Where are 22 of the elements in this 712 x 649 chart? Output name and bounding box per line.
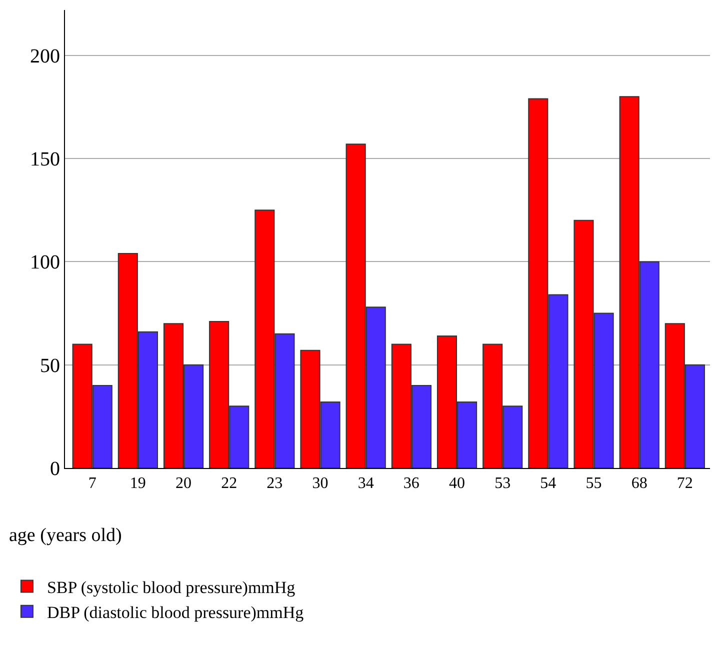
legend-label: DBP (diastolic blood pressure)mmHg [46,603,304,622]
x-tick-label: 54 [540,475,556,492]
x-tick-label: 30 [312,475,328,492]
x-tick-label: 68 [631,475,648,492]
y-tick-label: 0 [50,458,60,480]
y-tick-label: 200 [30,45,60,68]
x-tick-label: 40 [449,475,466,492]
y-tick-label: 50 [40,354,60,377]
x-tick-label: 22 [221,475,238,492]
x-tick-label: 34 [358,475,374,492]
x-tick-label: 72 [676,475,693,492]
y-tick-label: 150 [30,148,60,171]
x-tick-label: 19 [130,475,146,492]
x-tick-label: 53 [494,475,511,492]
x-tick-label: 36 [403,475,420,492]
y-tick-label: 100 [30,252,60,274]
x-tick-label: 55 [586,475,602,492]
x-axis-title: age (years old) [9,525,122,546]
x-tick-label: 20 [176,475,192,492]
x-tick-label: 7 [88,475,96,492]
x-tick-label: 23 [266,475,283,492]
legend-label: SBP (systolic blood pressure)mmHg [46,578,296,597]
